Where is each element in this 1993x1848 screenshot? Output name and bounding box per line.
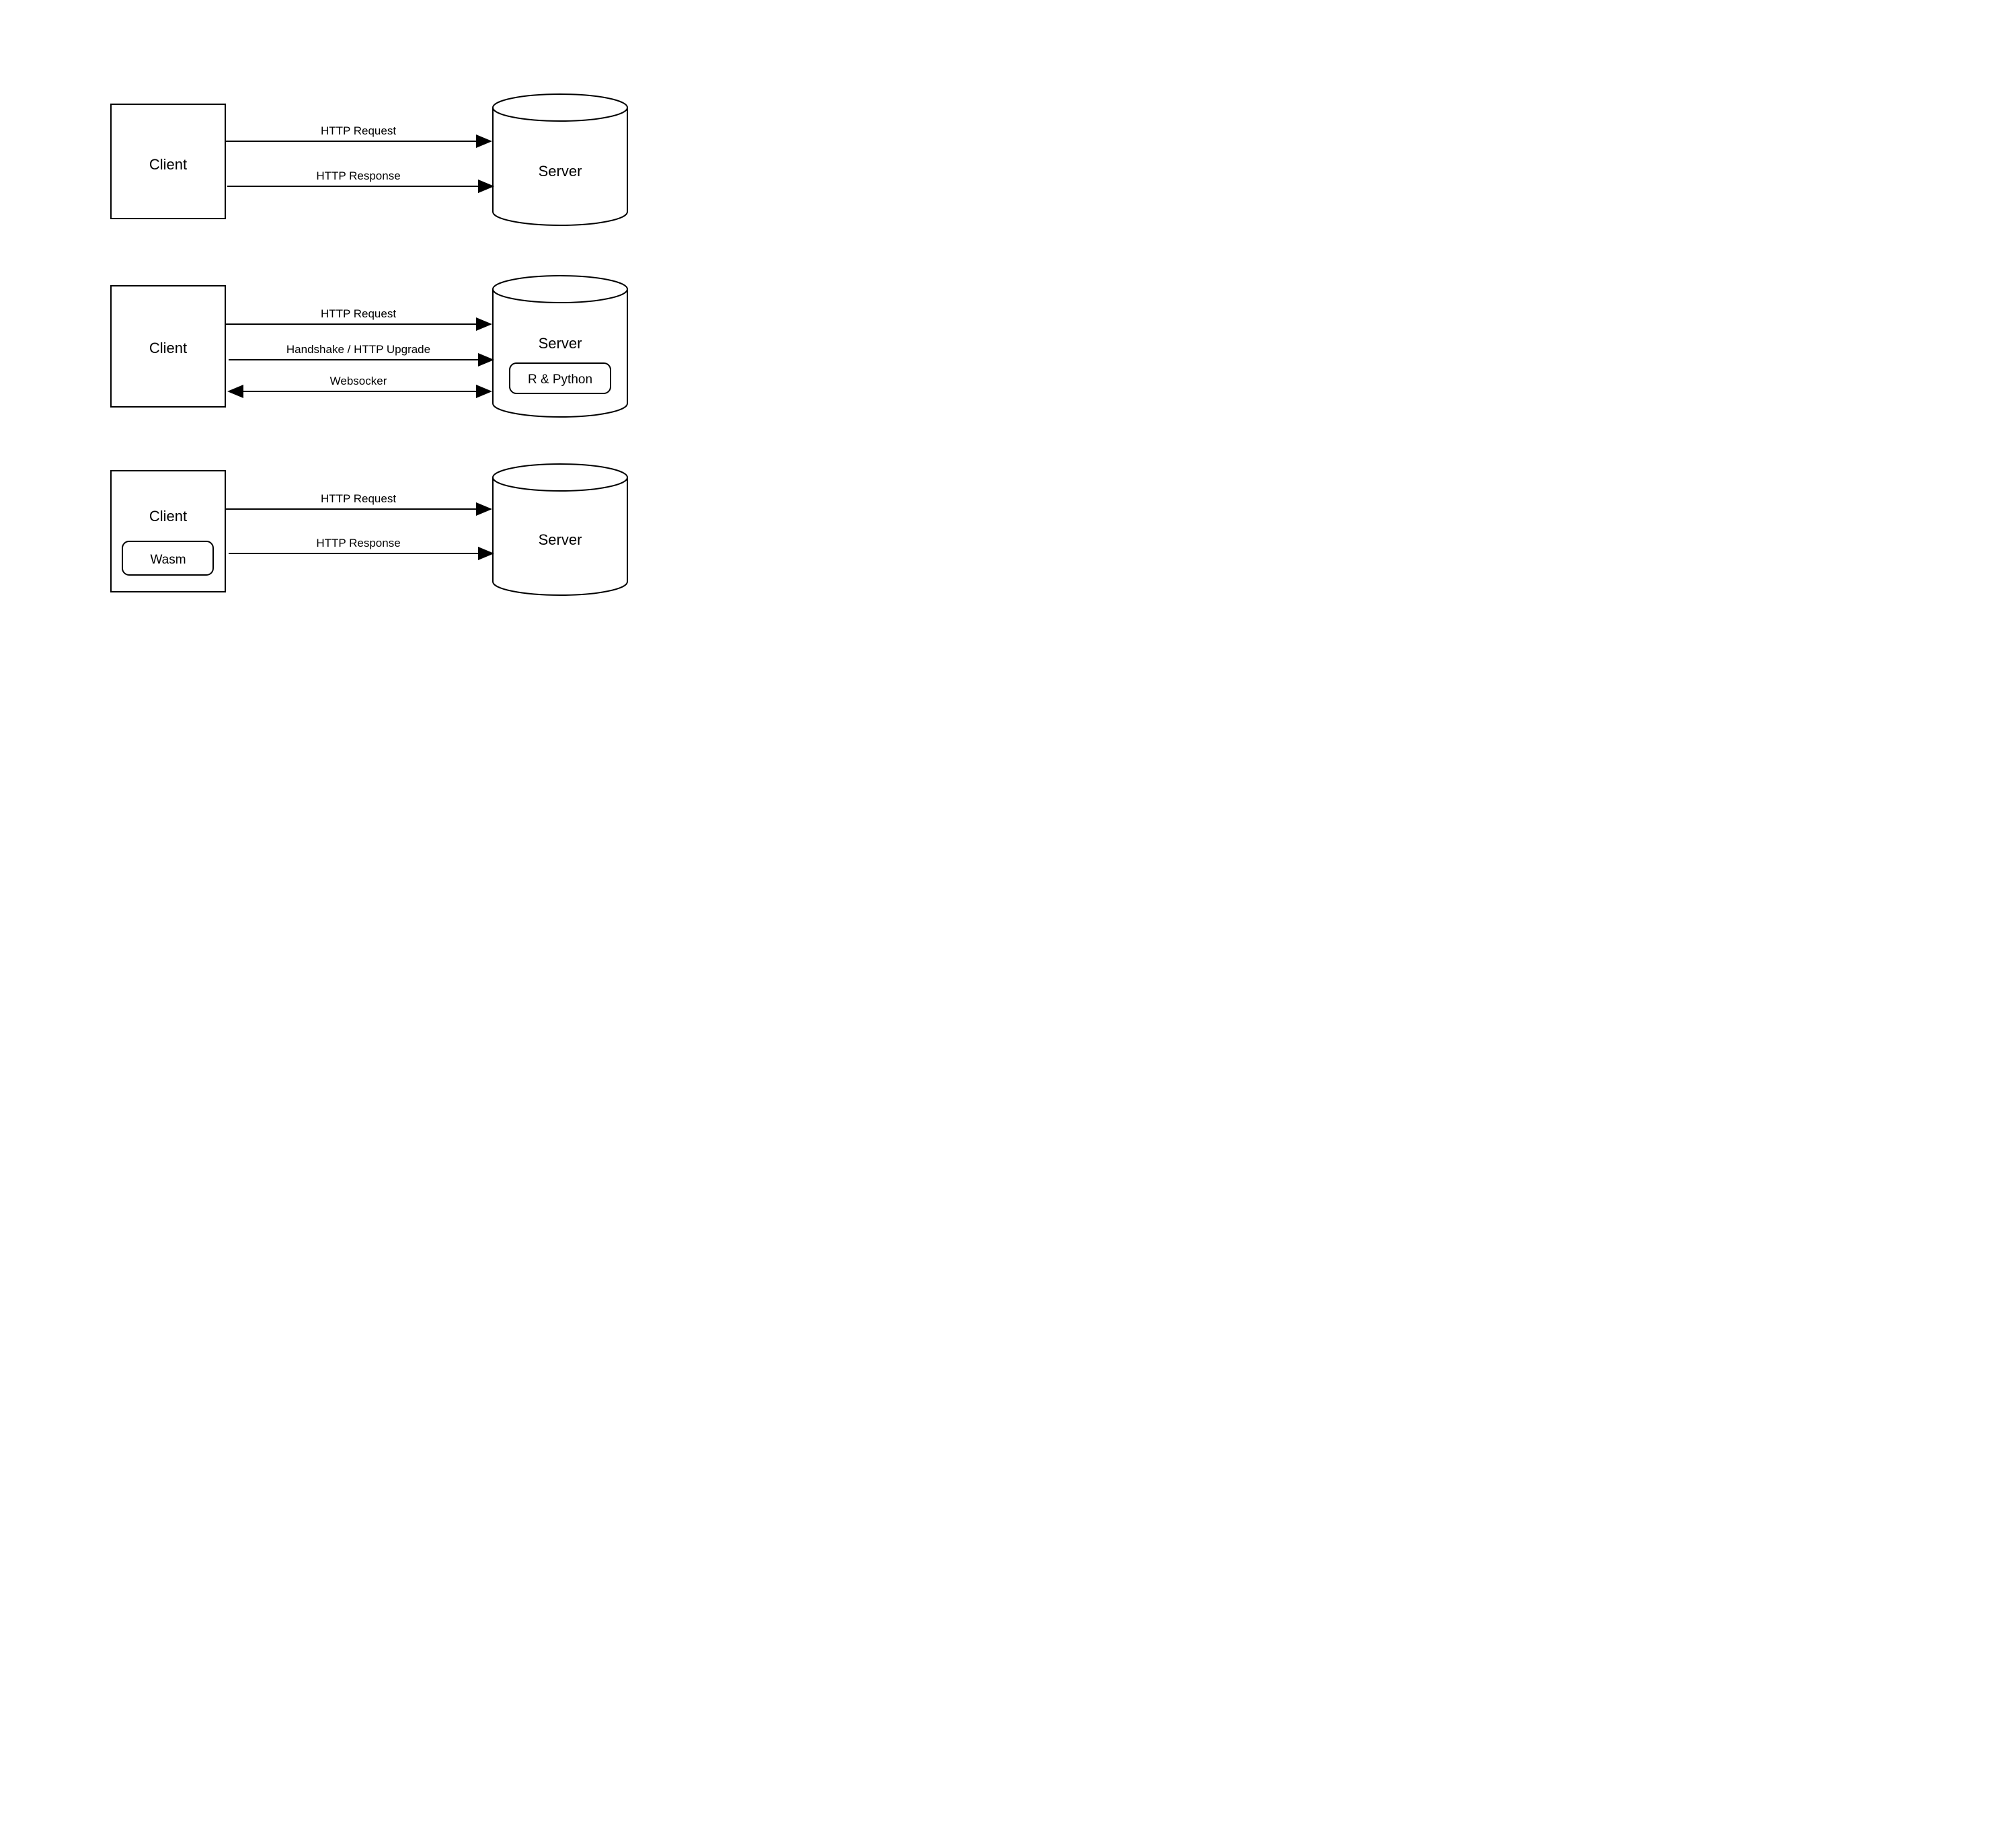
arrow-label-websocket: Websocker: [330, 375, 387, 387]
server-label-2: Server: [539, 335, 582, 352]
server-cylinder-1: [493, 94, 627, 225]
arrow-label-request-2: HTTP Request: [321, 307, 396, 320]
arrow-label-response-3: HTTP Response: [316, 537, 400, 549]
client-label-2: Client: [149, 340, 187, 356]
arrow-label-handshake: Handshake / HTTP Upgrade: [286, 343, 430, 356]
arrow-label-response-1: HTTP Response: [316, 169, 400, 182]
server-label-1: Server: [539, 163, 582, 180]
arrow-label-request-1: HTTP Request: [321, 124, 396, 137]
panel-1: Client Server HTTP Request HTTP Response: [111, 94, 627, 225]
client-inner-label: Wasm: [150, 553, 186, 567]
client-box-3: [111, 471, 225, 592]
server-cylinder-3: [493, 464, 627, 595]
panel-2: Client Server R & Python HTTP Request Ha…: [111, 276, 627, 417]
architecture-diagram: Client Server HTTP Request HTTP Response…: [0, 0, 664, 616]
server-inner-label: R & Python: [528, 373, 592, 387]
client-label-1: Client: [149, 156, 187, 173]
server-label-3: Server: [539, 531, 582, 548]
panel-3: Client Wasm Server HTTP Request HTTP Res…: [111, 464, 627, 595]
arrow-label-request-3: HTTP Request: [321, 492, 396, 505]
client-label-3: Client: [149, 508, 187, 525]
